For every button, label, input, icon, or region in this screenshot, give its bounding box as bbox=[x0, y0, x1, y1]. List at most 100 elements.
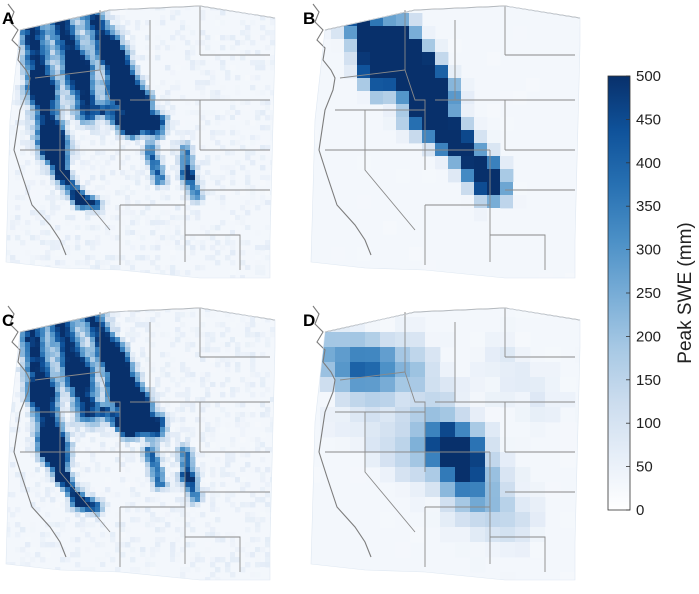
swe-cell bbox=[60, 100, 66, 106]
swe-cell bbox=[65, 6, 71, 11]
swe-cell bbox=[260, 180, 266, 186]
swe-cell bbox=[185, 110, 191, 116]
swe-cell bbox=[210, 367, 216, 373]
swe-cell bbox=[65, 352, 71, 358]
swe-cell bbox=[40, 382, 46, 388]
swe-cell bbox=[350, 407, 366, 423]
swe-cell bbox=[220, 402, 226, 408]
swe-cell bbox=[80, 312, 86, 318]
swe-cell bbox=[105, 35, 111, 41]
swe-cell bbox=[220, 145, 226, 151]
swe-cell bbox=[125, 230, 131, 236]
swe-cell bbox=[20, 20, 26, 26]
swe-cell bbox=[190, 472, 196, 478]
swe-cell bbox=[185, 180, 191, 186]
swe-cell bbox=[95, 517, 101, 523]
swe-cell bbox=[470, 308, 486, 318]
swe-cell bbox=[205, 45, 211, 51]
swe-cell bbox=[55, 532, 61, 538]
swe-cell bbox=[190, 190, 196, 196]
swe-cell bbox=[70, 6, 76, 11]
swe-cell bbox=[225, 235, 231, 241]
swe-cell bbox=[170, 557, 176, 563]
swe-cell bbox=[155, 80, 161, 86]
swe-cell bbox=[230, 302, 235, 307]
swe-cell bbox=[190, 30, 196, 36]
swe-cell bbox=[280, 317, 285, 322]
swe-cell bbox=[280, 312, 285, 317]
swe-cell bbox=[245, 342, 251, 348]
swe-cell bbox=[455, 542, 471, 558]
swe-cell bbox=[195, 200, 201, 206]
swe-cell bbox=[515, 308, 531, 318]
swe-cell bbox=[150, 140, 156, 146]
swe-cell bbox=[170, 582, 175, 587]
swe-cell bbox=[145, 165, 151, 171]
swe-cell bbox=[255, 145, 261, 151]
swe-cell bbox=[145, 45, 151, 51]
swe-cell bbox=[70, 50, 76, 56]
swe-cell bbox=[35, 412, 41, 418]
swe-cell bbox=[410, 332, 426, 348]
swe-cell bbox=[15, 577, 21, 580]
swe-cell bbox=[370, 260, 384, 274]
swe-cell bbox=[90, 255, 96, 261]
swe-cell bbox=[115, 387, 121, 393]
swe-cell bbox=[25, 552, 31, 558]
swe-cell bbox=[130, 75, 136, 81]
swe-cell bbox=[365, 377, 381, 393]
swe-cell bbox=[75, 472, 81, 478]
swe-cell bbox=[155, 170, 161, 176]
swe-cell bbox=[75, 337, 81, 343]
swe-cell bbox=[40, 502, 46, 508]
swe-cell bbox=[185, 342, 191, 348]
swe-cell bbox=[210, 427, 216, 433]
swe-cell bbox=[280, 185, 285, 190]
swe-cell bbox=[410, 437, 426, 453]
swe-cell bbox=[250, 280, 255, 285]
swe-cell bbox=[80, 467, 86, 473]
swe-cell bbox=[105, 195, 111, 201]
swe-cell bbox=[230, 120, 236, 126]
swe-cell bbox=[50, 45, 56, 51]
swe-cell bbox=[245, 170, 251, 176]
swe-cell bbox=[135, 387, 141, 393]
swe-cell bbox=[80, 502, 86, 508]
swe-cell bbox=[125, 402, 131, 408]
swe-cell bbox=[135, 427, 141, 433]
swe-cell bbox=[75, 367, 81, 373]
swe-cell bbox=[470, 482, 486, 498]
swe-cell bbox=[40, 30, 46, 36]
swe-cell bbox=[85, 397, 91, 403]
swe-cell bbox=[45, 392, 51, 398]
swe-cell bbox=[220, 195, 226, 201]
swe-cell bbox=[70, 357, 76, 363]
swe-cell bbox=[422, 65, 436, 79]
swe-cell bbox=[125, 347, 131, 353]
swe-cell bbox=[245, 527, 251, 533]
swe-cell bbox=[45, 308, 51, 313]
swe-cell bbox=[125, 115, 131, 121]
swe-cell bbox=[170, 547, 176, 553]
swe-cell bbox=[65, 245, 71, 251]
swe-cell bbox=[75, 20, 81, 26]
swe-cell bbox=[90, 317, 96, 323]
swe-cell bbox=[65, 362, 71, 368]
swe-cell bbox=[105, 407, 111, 413]
swe-cell bbox=[220, 130, 226, 136]
swe-cell bbox=[100, 492, 106, 498]
swe-cell bbox=[440, 497, 456, 513]
swe-cell bbox=[50, 270, 56, 276]
swe-cell bbox=[55, 90, 61, 96]
swe-cell bbox=[200, 160, 206, 166]
swe-cell bbox=[60, 302, 65, 307]
swe-cell bbox=[165, 90, 171, 96]
swe-cell bbox=[275, 125, 280, 130]
swe-cell bbox=[140, 352, 146, 358]
swe-cell bbox=[230, 472, 236, 478]
swe-cell bbox=[40, 332, 46, 338]
swe-cell bbox=[275, 447, 280, 452]
swe-cell bbox=[40, 302, 45, 307]
swe-cell bbox=[60, 90, 66, 96]
swe-cell bbox=[255, 332, 261, 338]
